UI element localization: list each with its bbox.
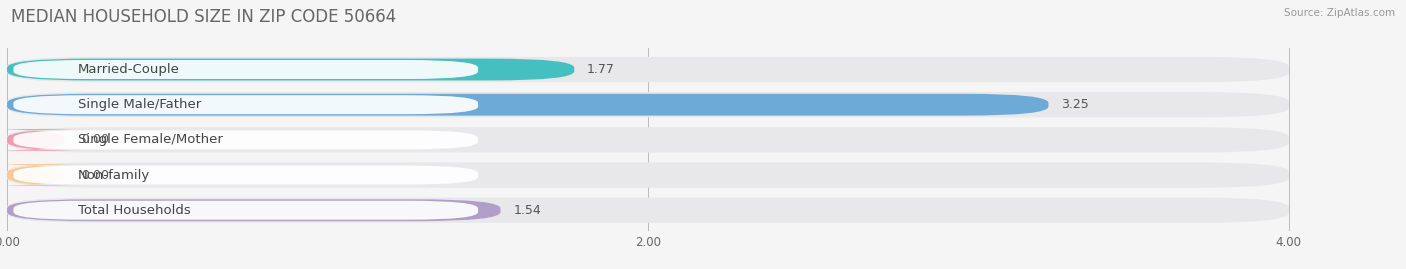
- FancyBboxPatch shape: [14, 130, 478, 149]
- FancyBboxPatch shape: [7, 92, 1289, 117]
- Text: Single Female/Mother: Single Female/Mother: [77, 133, 222, 146]
- Text: 0.00: 0.00: [80, 133, 108, 146]
- Text: Non-family: Non-family: [77, 169, 150, 182]
- FancyBboxPatch shape: [14, 201, 478, 220]
- FancyBboxPatch shape: [7, 59, 574, 80]
- Text: Single Male/Father: Single Male/Father: [77, 98, 201, 111]
- FancyBboxPatch shape: [0, 164, 90, 186]
- Text: 1.77: 1.77: [588, 63, 614, 76]
- FancyBboxPatch shape: [7, 57, 1289, 82]
- Text: 1.54: 1.54: [513, 204, 541, 217]
- FancyBboxPatch shape: [7, 94, 1049, 116]
- FancyBboxPatch shape: [14, 95, 478, 114]
- FancyBboxPatch shape: [7, 162, 1289, 188]
- Text: 3.25: 3.25: [1062, 98, 1090, 111]
- FancyBboxPatch shape: [0, 129, 90, 151]
- FancyBboxPatch shape: [14, 60, 478, 79]
- FancyBboxPatch shape: [14, 165, 478, 185]
- FancyBboxPatch shape: [7, 197, 1289, 223]
- Text: MEDIAN HOUSEHOLD SIZE IN ZIP CODE 50664: MEDIAN HOUSEHOLD SIZE IN ZIP CODE 50664: [11, 8, 396, 26]
- Text: Married-Couple: Married-Couple: [77, 63, 180, 76]
- FancyBboxPatch shape: [7, 199, 501, 221]
- Text: Source: ZipAtlas.com: Source: ZipAtlas.com: [1284, 8, 1395, 18]
- Text: Total Households: Total Households: [77, 204, 190, 217]
- FancyBboxPatch shape: [7, 127, 1289, 153]
- Text: 0.00: 0.00: [80, 169, 108, 182]
